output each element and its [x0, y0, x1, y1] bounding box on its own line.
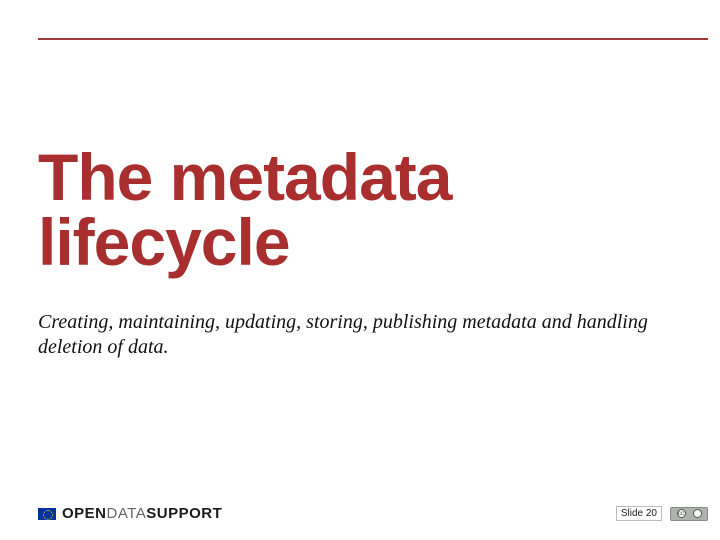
cc-cc-icon: cc [677, 509, 686, 518]
footer-right: Slide 20 cc [616, 506, 708, 521]
brand-support: SUPPORT [146, 505, 222, 522]
slide-footer: OPENDATASUPPORT Slide 20 cc [38, 505, 708, 522]
slide-title: The metadata lifecycle [38, 145, 680, 274]
cc-by-icon [693, 509, 702, 518]
brand-open: OPEN [62, 505, 107, 522]
slide-number: Slide 20 [616, 506, 662, 521]
eu-flag-icon [38, 508, 56, 520]
brand-logo: OPENDATASUPPORT [38, 505, 222, 522]
brand-text: OPENDATASUPPORT [62, 505, 222, 522]
cc-license-icon: cc [670, 507, 708, 521]
top-divider [38, 38, 708, 40]
slide-subtitle: Creating, maintaining, updating, storing… [38, 310, 660, 360]
brand-data: DATA [107, 505, 147, 522]
